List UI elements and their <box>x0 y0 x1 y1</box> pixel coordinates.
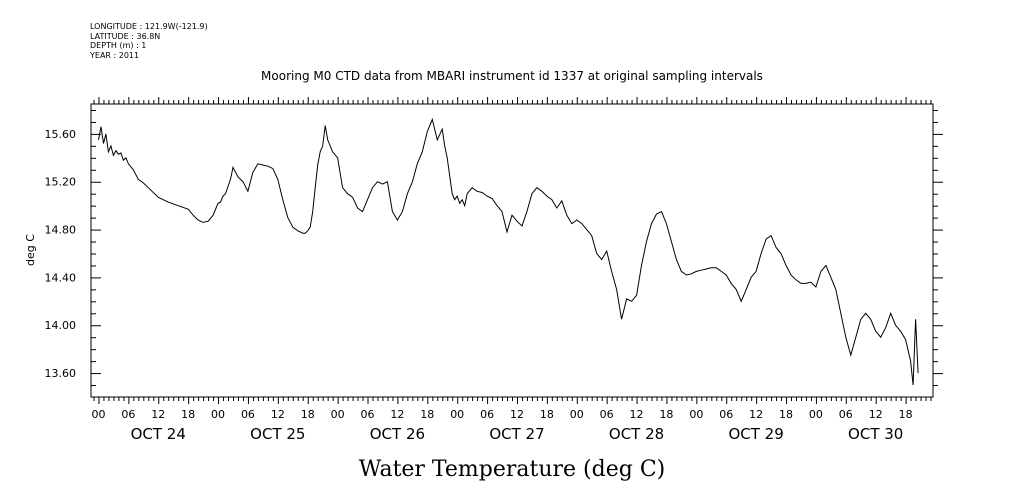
temperature-series-line <box>98 117 919 386</box>
depth-text: DEPTH (m) : 1 <box>90 41 147 50</box>
x-tick-label: 18 <box>420 408 434 421</box>
longitude-text: LONGITUDE : 121.9W(-121.9) <box>90 22 208 31</box>
x-day-label: OCT 26 <box>370 425 425 443</box>
plot-frame <box>90 103 934 398</box>
x-tick-label: 12 <box>630 408 644 421</box>
x-axis-label: Water Temperature (deg C) <box>359 457 666 482</box>
y-tick-label: 14.80 <box>45 224 77 237</box>
y-axis-tick-labels: 13.60 14.00 14.40 14.80 15.20 15.60 <box>45 128 77 380</box>
x-tick-label: 06 <box>241 408 255 421</box>
y-tick-label: 15.60 <box>45 128 77 141</box>
x-tick-label: 00 <box>91 408 105 421</box>
x-tick-label: 12 <box>271 408 285 421</box>
x-axis-day-labels: OCT 24 OCT 25 OCT 26 OCT 27 OCT 28 OCT 29 OCT … <box>131 425 904 443</box>
x-tick-label: 00 <box>211 408 225 421</box>
x-day-label: OCT 25 <box>250 425 305 443</box>
x-tick-label: 06 <box>121 408 135 421</box>
x-day-label: OCT 28 <box>609 425 664 443</box>
x-tick-label: 00 <box>331 408 345 421</box>
x-tick-label: 00 <box>689 408 703 421</box>
y-tick-label: 14.40 <box>45 271 77 284</box>
x-tick-label: 12 <box>869 408 883 421</box>
x-tick-label: 18 <box>899 408 913 421</box>
x-tick-label: 06 <box>600 408 614 421</box>
x-day-label: OCT 27 <box>489 425 544 443</box>
x-axis-tick-labels: 00 06 12 18 00 06 12 18 00 06 12 18 00 06 12 18 00 06 12 18… <box>91 408 912 421</box>
x-tick-label: 00 <box>450 408 464 421</box>
chart-title: Mooring M0 CTD data from MBARI instrumen… <box>261 69 763 83</box>
y-tick-label: 13.60 <box>45 367 77 380</box>
y-axis-label: deg C <box>24 234 37 266</box>
x-tick-label: 12 <box>390 408 404 421</box>
y-tick-label: 15.20 <box>45 176 77 189</box>
x-day-label: OCT 30 <box>848 425 903 443</box>
x-tick-label: 00 <box>809 408 823 421</box>
axis-ticks <box>91 97 943 404</box>
x-tick-label: 12 <box>510 408 524 421</box>
metadata-block: LONGITUDE : 121.9W(-121.9) LATITUDE : 36… <box>90 22 208 60</box>
year-text: YEAR : 2011 <box>90 50 140 60</box>
x-tick-label: 12 <box>151 408 165 421</box>
x-tick-label: 06 <box>719 408 733 421</box>
x-tick-label: 12 <box>749 408 763 421</box>
x-tick-label: 06 <box>361 408 375 421</box>
x-tick-label: 18 <box>181 408 195 421</box>
x-tick-label: 18 <box>540 408 554 421</box>
x-tick-label: 06 <box>839 408 853 421</box>
latitude-text: LATITUDE : 36.8N <box>90 31 161 41</box>
y-tick-label: 14.00 <box>45 319 77 332</box>
x-tick-label: 00 <box>570 408 584 421</box>
x-tick-label: 18 <box>301 408 315 421</box>
x-tick-label: 06 <box>480 408 494 421</box>
x-tick-label: 18 <box>659 408 673 421</box>
x-day-label: OCT 24 <box>131 425 186 443</box>
x-tick-label: 18 <box>779 408 793 421</box>
x-day-label: OCT 29 <box>728 425 783 443</box>
